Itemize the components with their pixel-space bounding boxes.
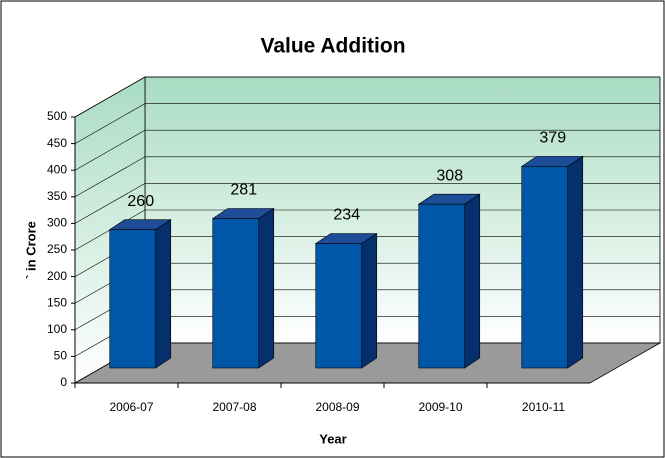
y-tick-label: 0 — [60, 375, 67, 389]
y-axis-label: ` in Crore — [23, 221, 38, 279]
grid-line — [74, 129, 146, 171]
x-tick-label: 2008-09 — [315, 400, 359, 414]
y-tick-label: 450 — [47, 136, 67, 150]
y-tick-label: 200 — [47, 269, 67, 283]
x-axis-label: Year — [319, 431, 346, 446]
bar-side — [567, 155, 584, 369]
y-tick-label: 150 — [47, 295, 67, 309]
y-tick-label: 250 — [47, 242, 67, 256]
grid-line — [74, 156, 146, 198]
y-tick-label: 400 — [47, 162, 67, 176]
y-tick-label: 50 — [54, 349, 68, 363]
bar-side — [258, 207, 275, 369]
bar — [418, 203, 466, 369]
data-label: 308 — [436, 167, 463, 184]
y-tick-label: 350 — [47, 189, 67, 203]
bar — [315, 243, 363, 369]
data-label: 234 — [333, 207, 360, 224]
grid-line — [74, 76, 146, 118]
bar-side — [155, 219, 172, 369]
data-label: 281 — [230, 182, 257, 199]
y-tick-label: 100 — [47, 322, 67, 336]
bar-side — [464, 193, 481, 369]
x-tick-label: 2010-11 — [522, 400, 565, 414]
x-tick-label: 2009-10 — [418, 400, 462, 414]
grid-line — [74, 183, 146, 224]
bar — [109, 229, 157, 369]
bar-side — [361, 232, 378, 369]
bar — [521, 166, 569, 369]
bar — [212, 218, 260, 369]
plot-area: 0 50 100 150 200 250 300 350 400 450 500 2006-07 260… — [47, 76, 662, 414]
y-tick-label: 500 — [47, 109, 67, 123]
data-label: 379 — [539, 130, 566, 147]
x-tick-label: 2007-08 — [212, 400, 256, 414]
chart-title: Value Addition — [260, 35, 405, 58]
x-tick-label: 2006-07 — [109, 400, 153, 414]
y-tick-label: 300 — [47, 216, 67, 230]
grid-line — [74, 103, 146, 144]
data-label: 260 — [127, 193, 154, 210]
